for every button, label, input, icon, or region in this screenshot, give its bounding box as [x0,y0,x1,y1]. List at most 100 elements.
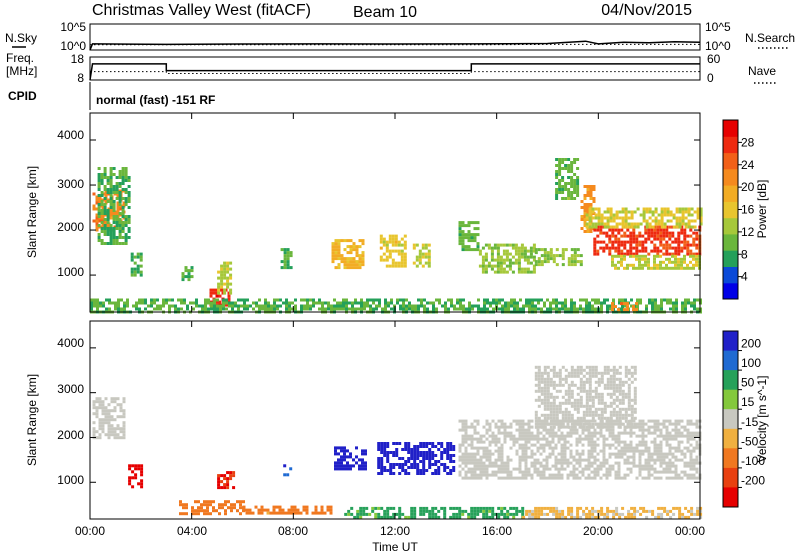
velocity-cell-5 [392,463,396,466]
power-cell-1 [100,191,104,194]
power-cell-18 [510,304,513,308]
velocity-cell-6 [458,428,462,432]
velocity-cell-6 [497,455,501,459]
velocity-cell-7 [594,413,598,417]
velocity-cell-6 [458,443,462,447]
power-cell-10 [467,248,471,252]
velocity-cell-6 [611,452,615,456]
power-cell-15 [644,240,648,244]
power-cell-18 [270,304,273,308]
power-cell-15 [614,240,618,244]
velocity-cell-11 [591,512,595,516]
power-cell-15 [668,243,672,247]
power-cell-6 [280,260,284,264]
power-cell-18 [690,304,693,308]
velocity-cell-7 [576,398,580,402]
velocity-cell-7 [585,410,589,414]
power-cell-7 [361,254,365,258]
power-cell-1 [100,239,104,242]
power-cell-13 [576,158,580,161]
velocity-cell-6 [656,425,660,429]
velocity-cell-7 [591,371,595,375]
power-cell-18 [381,307,384,311]
velocity-cell-6 [539,446,543,450]
velocity-cell-7 [579,425,583,429]
power-cell-11 [526,261,530,265]
power-cell-18 [540,298,543,302]
power-cell-7 [349,266,353,270]
velocity-cell-6 [665,428,669,432]
velocity-cell-6 [635,443,639,447]
power-cell-1 [121,182,125,185]
velocity-cell-6 [464,473,468,477]
power-cell-15 [686,249,690,253]
power-cell-18 [420,301,423,305]
velocity-cell-7 [618,389,622,393]
velocity-cell-6 [503,470,507,474]
power-cell-15 [605,243,609,247]
velocity-cell-11 [546,506,550,510]
power-cell-1 [100,227,104,230]
power-cell-1 [118,200,122,203]
velocity-cell-6 [665,470,669,474]
velocity-cell-10 [455,506,459,510]
velocity-cell-10 [449,506,453,510]
velocity-cell-10 [431,506,435,510]
power-cell-18 [675,307,678,311]
power-cell-18 [510,298,513,302]
velocity-cell-5 [389,469,393,472]
velocity-cell-7 [591,422,595,426]
power-cell-2 [139,258,143,262]
power-cell-18 [492,307,495,311]
power-cell-1 [97,209,101,212]
velocity-cell-6 [551,464,555,468]
velocity-cell-6 [632,461,636,465]
power-cell-7 [331,260,335,264]
velocity-cell-7 [603,365,607,369]
power-cell-9 [424,243,428,247]
velocity-cell-10 [476,509,480,513]
velocity-cell-6 [521,470,525,474]
velocity-cell-6 [605,458,609,462]
velocity-cell-7 [612,380,616,384]
power-cell-15 [665,249,669,253]
power-cell-16 [597,219,601,223]
power-cell-13 [558,167,562,170]
power-cell-6 [289,254,293,258]
power-cell-16 [696,210,700,214]
power-cell-16 [609,213,613,217]
power-cell-18 [114,301,117,305]
power-cell-7 [340,260,344,264]
velocity-cell-6 [590,464,594,468]
power-cell-0 [116,210,120,214]
power-cell-16 [663,207,667,211]
power-cell-14 [586,209,590,212]
velocity-cell-7 [624,392,628,396]
power-cell-12 [573,263,577,267]
power-cell-13 [576,182,580,185]
power-cell-17 [626,263,629,267]
power-cell-16 [612,216,616,220]
velocity-cell-7 [561,377,565,381]
power-cell-16 [588,216,592,220]
velocity-cell-6 [566,440,570,444]
power-cell-17 [653,260,656,264]
velocity-cell-7 [546,371,550,375]
power-cell-4 [212,291,216,295]
power-cell-18 [195,298,198,302]
power-cell-5 [226,285,230,289]
velocity-cell-5 [422,442,426,445]
velocity-cell-6 [461,422,465,426]
power-cell-18 [612,298,615,302]
power-cell-18 [483,307,486,311]
velocity-cell-6 [506,470,510,474]
power-cell-15 [671,246,675,250]
power-cell-1 [100,176,104,179]
power-cell-10 [467,245,471,249]
power-cell-7 [361,263,365,267]
velocity-cell-6 [692,467,696,471]
power-cell-13 [570,182,574,185]
velocity-cell-5 [434,445,438,448]
power-cell-12 [549,254,553,258]
velocity-cell-6 [545,419,549,423]
